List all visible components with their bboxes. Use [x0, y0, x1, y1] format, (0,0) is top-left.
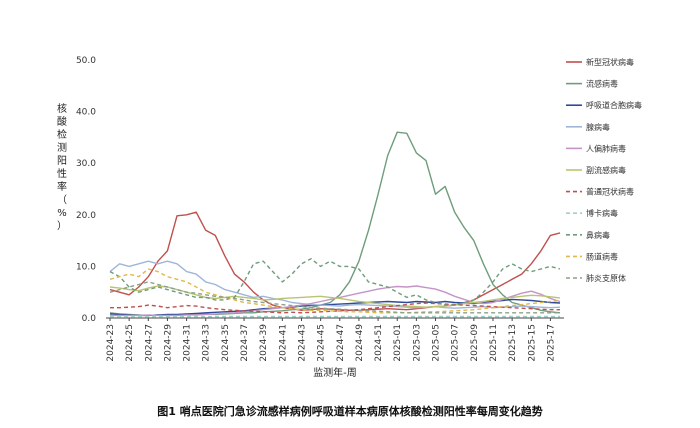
- x-tick-label: 2025-03: [412, 324, 422, 362]
- series-line: [110, 302, 560, 314]
- legend-label: 人偏肺病毒: [586, 143, 626, 153]
- legend-label: 呼吸道合胞病毒: [586, 100, 642, 110]
- x-tick-label: 2025-17: [546, 324, 556, 362]
- x-tick-label: 2024-51: [374, 324, 384, 362]
- y-axis-title-char: （: [57, 194, 67, 206]
- series-line: [109, 131, 561, 317]
- legend: 新型冠状病毒流感病毒呼吸道合胞病毒腺病毒人偏肺病毒副流感病毒普通冠状病毒博卡病毒…: [566, 57, 642, 283]
- x-tick-label: 2025-09: [470, 324, 480, 362]
- y-axis-title-char: 性: [57, 167, 67, 180]
- y-axis-title: 核酸检测阳性率（%）: [57, 102, 67, 232]
- figure-caption: 图1 哨点医院门急诊流感样病例呼吸道样本病原体核酸检测阳性率每周变化趋势: [157, 405, 543, 418]
- x-tick-label: 2024-35: [221, 324, 231, 362]
- legend-label: 普通冠状病毒: [586, 187, 634, 197]
- series-line: [109, 211, 561, 311]
- y-axis-title-char: 酸: [57, 115, 67, 128]
- y-tick-label: 40.0: [76, 108, 96, 118]
- y-tick-label: 30.0: [76, 159, 96, 169]
- x-tick-label: 2025-01: [393, 324, 403, 362]
- x-tick-label: 2024-27: [144, 324, 154, 362]
- series-line: [109, 268, 561, 314]
- y-axis-title-char: 测: [57, 141, 67, 154]
- series-line: [109, 260, 561, 309]
- x-tick-label: 2024-33: [202, 324, 212, 362]
- x-tick-label: 2024-31: [183, 324, 193, 362]
- y-tick-label: 20.0: [76, 211, 96, 221]
- series-line: [109, 298, 561, 317]
- legend-label: 肺炎支原体: [586, 273, 626, 283]
- y-axis-title-char: %: [57, 208, 67, 219]
- x-tick-label: 2024-47: [336, 324, 346, 362]
- y-axis-title-char: 率: [57, 180, 67, 193]
- x-tick-label: 2024-45: [317, 324, 327, 362]
- y-axis-title-char: 阳: [57, 155, 67, 167]
- y-tick-label: 50.0: [76, 56, 96, 66]
- x-tick-label: 2025-07: [451, 324, 461, 362]
- legend-label: 博卡病毒: [586, 208, 618, 218]
- legend-label: 副流感病毒: [586, 165, 626, 175]
- y-axis-title-char: 核: [57, 102, 67, 115]
- x-axis-title: 监测年-周: [313, 366, 357, 379]
- x-axis-ticks: 2024-23 2024-25 2024-27 2024-29 2024-31 2024-…: [106, 318, 556, 362]
- y-axis-title-char: 检: [57, 128, 67, 141]
- x-tick-label: 2024-23: [106, 324, 116, 362]
- x-tick-label: 2024-25: [125, 324, 135, 362]
- x-tick-label: 2024-39: [259, 324, 269, 362]
- legend-label: 鼻病毒: [586, 230, 610, 240]
- y-tick-label: 10.0: [76, 262, 96, 272]
- x-tick-label: 2024-49: [355, 324, 365, 362]
- legend-label: 腺病毒: [586, 122, 610, 132]
- x-tick-label: 2025-11: [489, 324, 499, 362]
- series-line: [109, 258, 561, 306]
- x-tick-label: 2025-13: [508, 324, 518, 362]
- legend-label: 肠道病毒: [586, 251, 618, 261]
- x-tick-label: 2024-29: [163, 324, 173, 362]
- legend-label: 流感病毒: [586, 79, 618, 89]
- y-axis-ticks: 0.0 10.0 20.0 30.0 40.0 50.0: [76, 56, 96, 324]
- y-tick-label: 0.0: [82, 314, 97, 324]
- x-tick-label: 2024-43: [297, 324, 307, 362]
- positivity-line-chart: 核酸检测阳性率（%） 0.0 10.0 20.0 30.0 40.0 50.0 2024-…: [57, 56, 642, 379]
- series-layer: [109, 131, 561, 318]
- x-tick-label: 2025-05: [432, 324, 442, 362]
- series-line: [109, 281, 560, 314]
- x-tick-label: 2024-41: [278, 324, 288, 362]
- y-axis-title-char: ）: [57, 220, 67, 232]
- x-tick-label: 2024-37: [240, 324, 250, 362]
- legend-label: 新型冠状病毒: [586, 57, 634, 67]
- x-tick-label: 2025-15: [527, 324, 537, 362]
